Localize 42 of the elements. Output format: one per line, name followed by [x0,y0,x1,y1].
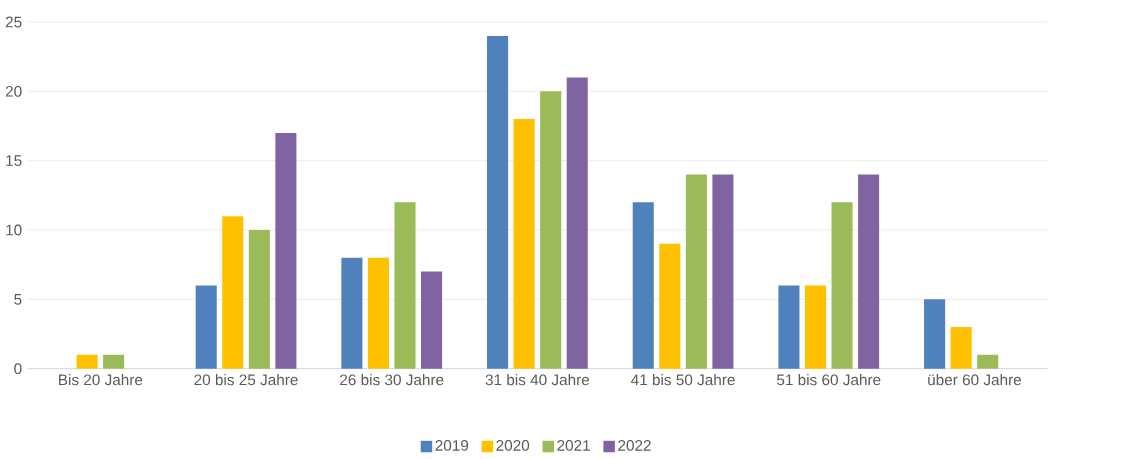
bar [540,91,562,369]
bar [804,285,827,369]
bar [659,244,681,369]
x-tick-label: 51 bis 60 Jahre [777,374,881,386]
bar [367,257,389,369]
y-tick-label: 5 [14,294,22,305]
x-tick-label: 41 bis 50 Jahre [631,374,735,386]
y-tick-label: 15 [6,155,22,167]
bar [712,174,734,369]
legend-label: 2021 [557,440,590,452]
bar [222,216,244,369]
x-tick-label: Bis 20 Jahre [59,374,143,386]
legend-label: 2022 [618,440,651,452]
bar [421,271,443,369]
bar [275,133,297,369]
x-tick-label: 26 bis 30 Jahre [340,374,444,386]
x-tick-label: über 60 Jahre [928,374,1021,386]
x-tick-label: 31 bis 40 Jahre [485,374,590,386]
y-tick-label: 25 [5,16,22,28]
bar [487,36,509,369]
bar [513,119,535,369]
bar [341,257,363,369]
x-tick-label: 20 bis 25 Jahre [194,374,298,386]
bar [103,354,125,369]
bar [977,354,999,369]
bar [685,174,707,369]
bar [858,174,880,369]
bar [76,354,98,369]
bar [566,77,588,369]
y-tick-label: 20 [5,86,22,97]
bar [831,202,853,369]
bar [950,327,972,369]
bar [632,202,654,369]
bar [394,202,416,369]
y-tick-label: 10 [6,224,22,236]
bar [778,285,800,369]
bar [195,285,217,369]
legend-label: 2019 [435,440,469,452]
y-tick-label: 0 [14,363,22,375]
bar [248,230,270,369]
legend-label: 2020 [496,440,530,452]
bar [924,299,946,369]
